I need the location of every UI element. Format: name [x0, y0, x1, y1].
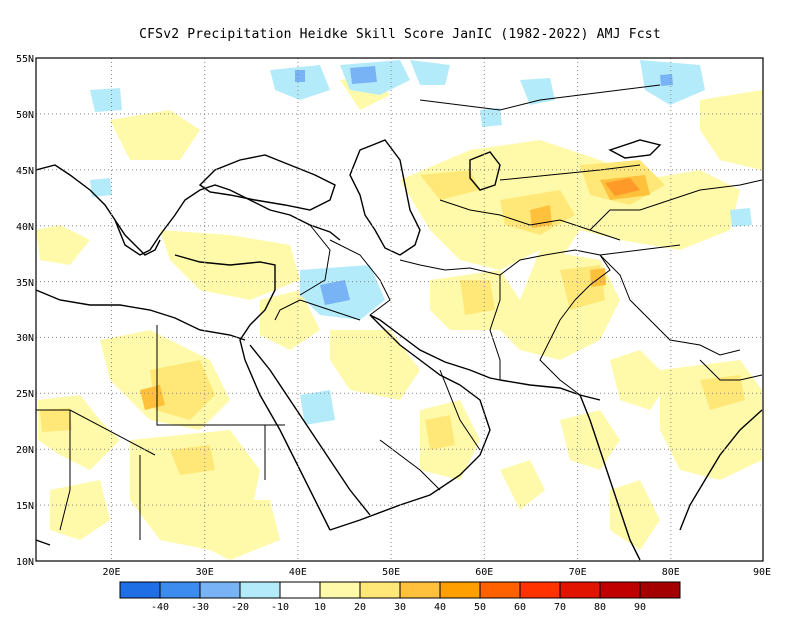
colorbar-swatch: [479, 581, 521, 599]
colorbar-label: 40: [434, 602, 446, 613]
colorbar-swatch: [519, 581, 561, 599]
colorbar-swatch: [279, 581, 321, 599]
lat-label: 10N: [16, 557, 34, 568]
score-field: [36, 60, 762, 560]
colorbar-swatch: [239, 581, 281, 599]
borders: [36, 84, 763, 540]
colorbar-swatch: [359, 581, 401, 599]
colorbar-label: 80: [594, 602, 606, 613]
lon-label: 60E: [475, 567, 493, 578]
colorbar-label: 60: [514, 602, 526, 613]
lon-label: 30E: [196, 567, 214, 578]
colorbar-swatch: [439, 581, 481, 599]
colorbar-label: 20: [354, 602, 366, 613]
map-frame: [35, 57, 764, 562]
colorbar-label: -10: [271, 602, 289, 613]
positive-peak-areas: [605, 178, 640, 196]
lat-label: 35N: [16, 278, 34, 289]
colorbar-label: 10: [314, 602, 326, 613]
colorbar-label: 50: [474, 602, 486, 613]
lat-label: 25N: [16, 389, 34, 400]
lon-label: 20E: [102, 567, 120, 578]
lon-label: 40E: [289, 567, 307, 578]
lon-label: 70E: [569, 567, 587, 578]
coastlines: [36, 139, 763, 561]
colorbar-labels: -40 -30 -20 -10 10 20 30 40 50 60 70 80 90: [151, 602, 646, 613]
colorbar-label: 70: [554, 602, 566, 613]
positive-low-areas: [36, 75, 762, 560]
negative-mid-areas: [295, 66, 673, 305]
lat-label: 45N: [16, 166, 34, 177]
colorbar-label: 90: [634, 602, 646, 613]
lon-labels: 20E 30E 40E 50E 60E 70E 80E 90E: [102, 567, 771, 578]
lat-label: 50N: [16, 110, 34, 121]
colorbar-label: 30: [394, 602, 406, 613]
colorbar-swatch: [559, 581, 601, 599]
colorbar-label: -30: [191, 602, 209, 613]
colorbar-label: -40: [151, 602, 169, 613]
lat-labels: 55N 50N 45N 40N 35N 30N 25N 20N 15N 10N: [16, 54, 34, 568]
lat-label: 15N: [16, 501, 34, 512]
lat-label: 30N: [16, 333, 34, 344]
colorbar-swatch: [159, 581, 201, 599]
colorbar-swatch: [639, 581, 681, 599]
colorbar-swatch: [319, 581, 361, 599]
lon-label: 80E: [662, 567, 680, 578]
map-title: CFSv2 Precipitation Heidke Skill Score J…: [139, 27, 661, 42]
colorbar-swatch: [599, 581, 641, 599]
colorbar: [119, 581, 681, 599]
lat-label: 20N: [16, 445, 34, 456]
lon-label: 90E: [753, 567, 771, 578]
colorbar-swatch: [119, 581, 161, 599]
colorbar-swatch: [199, 581, 241, 599]
lat-label: 55N: [16, 54, 34, 65]
lat-label: 40N: [16, 222, 34, 233]
lon-label: 50E: [382, 567, 400, 578]
colorbar-swatch: [399, 581, 441, 599]
colorbar-label: -20: [231, 602, 249, 613]
